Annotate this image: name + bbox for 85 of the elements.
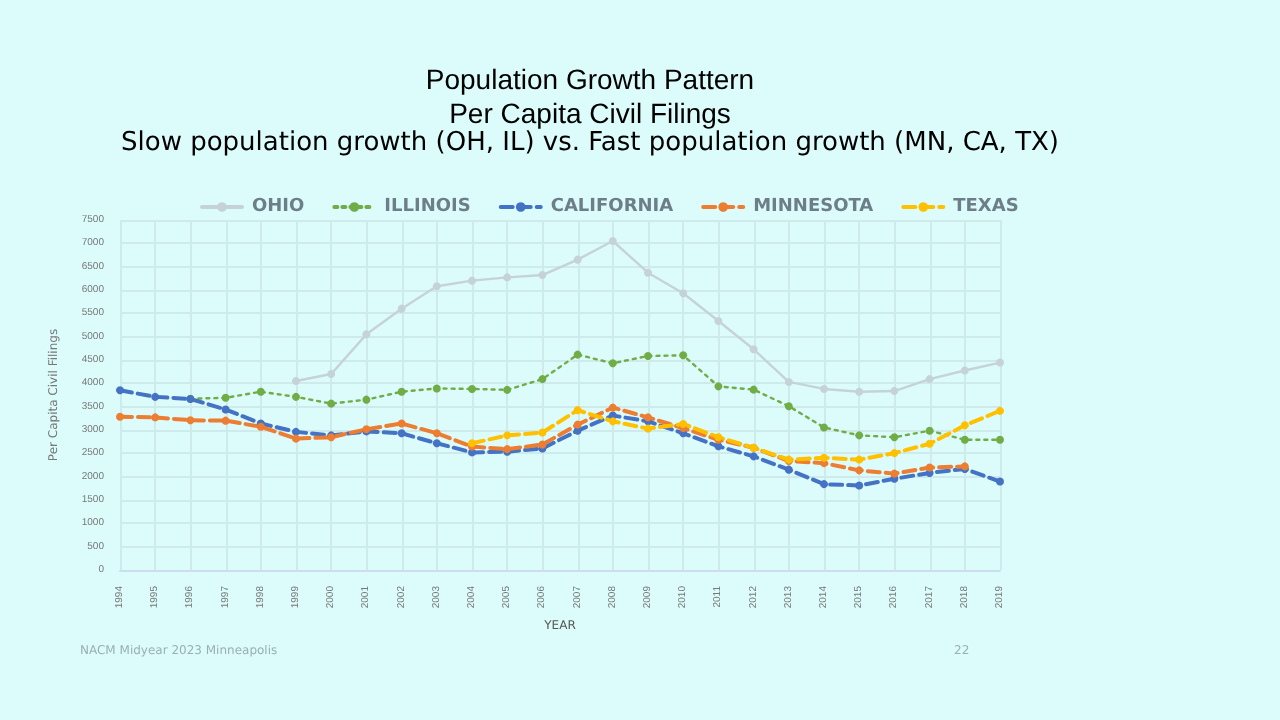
- point: [890, 387, 899, 396]
- legend-label: ILLINOIS: [384, 197, 471, 217]
- point: [960, 435, 969, 444]
- chart-title: Population Growth Pattern Per Capita Civil Filings: [425, 63, 755, 129]
- point: [608, 359, 617, 368]
- point: [362, 330, 371, 339]
- point: [749, 385, 758, 394]
- point: [925, 439, 934, 448]
- point: [855, 481, 864, 490]
- point: [503, 431, 512, 440]
- point: [820, 453, 828, 462]
- point: [714, 382, 723, 391]
- point: [432, 429, 441, 438]
- point: [679, 419, 688, 428]
- point: [749, 345, 758, 354]
- point: [679, 289, 688, 298]
- point: [679, 351, 688, 360]
- point: [608, 403, 617, 412]
- point: [362, 395, 371, 404]
- point: [468, 276, 476, 285]
- point: [397, 387, 406, 396]
- point: [960, 421, 969, 430]
- point: [292, 377, 300, 385]
- point: [784, 402, 793, 411]
- point: [608, 237, 617, 245]
- point: [432, 282, 441, 291]
- point: [432, 384, 441, 393]
- point: [256, 387, 265, 396]
- point: [855, 387, 864, 396]
- point: [151, 392, 160, 401]
- point: [292, 434, 300, 443]
- point: [996, 477, 1004, 486]
- point: [327, 399, 336, 408]
- point: [186, 416, 195, 425]
- point: [855, 455, 864, 464]
- point: [503, 273, 512, 282]
- point: [925, 426, 934, 435]
- point: [573, 420, 582, 429]
- point: [890, 449, 899, 458]
- point: [151, 413, 160, 422]
- point: [432, 439, 441, 448]
- point: [397, 304, 406, 313]
- point: [538, 428, 547, 437]
- legend-label: TEXAS: [953, 197, 1019, 217]
- legend-label: OHIO: [252, 197, 306, 217]
- point: [221, 416, 230, 425]
- point: [855, 431, 864, 440]
- legend-label: MINNESOTA: [753, 197, 874, 217]
- point: [573, 406, 582, 415]
- point: [890, 433, 899, 442]
- point: [292, 427, 300, 436]
- point: [538, 375, 547, 384]
- point: [116, 412, 124, 421]
- point: [397, 419, 406, 428]
- point: [221, 393, 230, 402]
- point: [221, 405, 230, 414]
- point: [503, 385, 512, 394]
- point: [573, 350, 582, 359]
- point: [960, 366, 969, 375]
- legend-label: CALIFORNIA: [550, 197, 674, 217]
- point: [749, 452, 758, 461]
- chart-subtitle: Slow population growth (OH, IL) vs. Fast population growth (MN, CA, TX): [121, 128, 1059, 158]
- point: [397, 429, 406, 438]
- point: [784, 377, 793, 386]
- point: [855, 466, 864, 475]
- point: [573, 255, 582, 264]
- point: [890, 469, 899, 478]
- point: [644, 424, 652, 433]
- point: [116, 386, 124, 395]
- point: [820, 480, 828, 489]
- point: [820, 384, 828, 393]
- point: [468, 384, 476, 393]
- point: [925, 463, 934, 472]
- point: [996, 435, 1004, 444]
- point: [644, 268, 652, 277]
- point: [784, 465, 793, 474]
- point: [820, 423, 828, 432]
- point: [644, 352, 652, 361]
- point: [327, 370, 336, 378]
- point: [925, 375, 934, 384]
- point: [714, 317, 723, 326]
- point: [538, 271, 547, 280]
- point: [996, 406, 1004, 415]
- point: [608, 417, 617, 426]
- point: [292, 392, 300, 401]
